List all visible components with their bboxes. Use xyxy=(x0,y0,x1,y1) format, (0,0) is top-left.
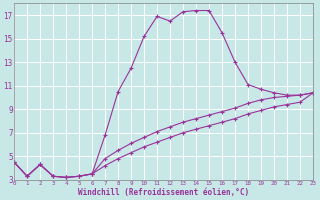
X-axis label: Windchill (Refroidissement éolien,°C): Windchill (Refroidissement éolien,°C) xyxy=(78,188,249,197)
